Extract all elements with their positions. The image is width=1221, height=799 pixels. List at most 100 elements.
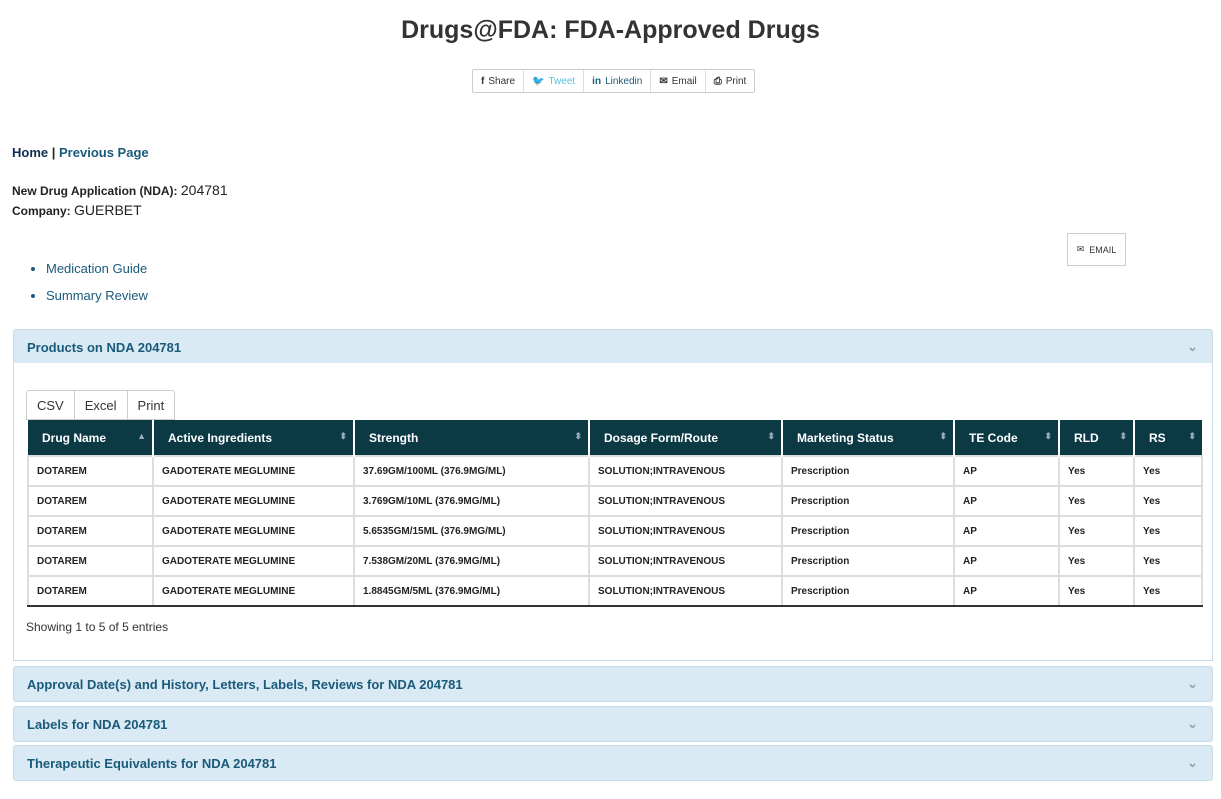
sort-icon: ⬍	[1044, 431, 1052, 441]
table-cell: DOTAREM	[27, 485, 154, 517]
breadcrumb-separator: |	[51, 145, 56, 160]
table-cell: DOTAREM	[27, 455, 154, 487]
chevron-down-icon: ⌄	[1187, 676, 1198, 691]
nda-info: New Drug Application (NDA): 204781	[12, 182, 228, 198]
table-cell: DOTAREM	[27, 575, 154, 607]
column-label: RLD	[1074, 430, 1099, 445]
table-cell: Prescription	[781, 575, 955, 607]
sort-icon: ⬍	[1188, 431, 1196, 441]
column-header[interactable]: Active Ingredients ⬍	[152, 420, 354, 456]
table-cell: 7.538GM/20ML (376.9MG/ML)	[353, 545, 590, 577]
table-cell: Yes	[1058, 575, 1135, 607]
labels-accordion[interactable]: Labels for NDA 204781 ⌄	[13, 706, 1213, 742]
summary-review-link[interactable]: Summary Review	[46, 287, 148, 304]
company-label: Company:	[12, 204, 71, 218]
table-cell: Yes	[1133, 485, 1203, 517]
twitter-icon: 🐦	[532, 75, 545, 87]
email-button-label: EMAIL	[1089, 244, 1117, 255]
table-cell: SOLUTION;INTRAVENOUS	[588, 455, 783, 487]
page-title: Drugs@FDA: FDA-Approved Drugs	[401, 16, 820, 44]
previous-page-link[interactable]: Previous Page	[59, 145, 149, 160]
sort-icon: ⬍	[939, 431, 947, 441]
table-cell: SOLUTION;INTRAVENOUS	[588, 545, 783, 577]
excel-button[interactable]: Excel	[75, 391, 128, 419]
column-header[interactable]: Marketing Status ⬍	[781, 420, 954, 456]
export-buttons: CSV Excel Print	[26, 390, 176, 420]
table-cell: SOLUTION;INTRAVENOUS	[588, 575, 783, 607]
email-button[interactable]: ✉ EMAIL	[1067, 233, 1126, 266]
sort-icon: ⬍	[339, 431, 347, 441]
column-label: Marketing Status	[797, 430, 894, 445]
column-header[interactable]: RS ⬍	[1133, 420, 1202, 456]
share-label: Print	[725, 75, 747, 87]
chevron-down-icon: ⌄	[1187, 339, 1198, 354]
table-cell: GADOTERATE MEGLUMINE	[152, 455, 355, 487]
table-cell: DOTAREM	[27, 545, 154, 577]
therapeutic-equivalents-accordion[interactable]: Therapeutic Equivalents for NDA 204781 ⌄	[13, 745, 1213, 781]
table-row: DOTAREM GADOTERATE MEGLUMINE 1.8845GM/5ML …	[27, 575, 1203, 607]
share-tweet-button[interactable]: 🐦 Tweet	[524, 70, 585, 92]
table-cell: Prescription	[781, 485, 955, 517]
nda-value: 204781	[180, 182, 228, 198]
table-cell: SOLUTION;INTRAVENOUS	[588, 485, 783, 517]
sort-icon: ⬍	[767, 431, 775, 441]
nda-label: New Drug Application (NDA):	[12, 184, 178, 198]
printer-icon: ⎙	[713, 75, 722, 87]
table-cell: Yes	[1058, 515, 1135, 547]
column-label: TE Code	[969, 430, 1018, 445]
column-header[interactable]: Dosage Form/Route ⬍	[588, 420, 782, 456]
column-header[interactable]: Drug Name ▲	[28, 420, 153, 456]
csv-button[interactable]: CSV	[27, 391, 75, 419]
column-label: Active Ingredients	[168, 430, 273, 445]
table-info: Showing 1 to 5 of 5 entries	[26, 620, 169, 634]
chevron-down-icon: ⌄	[1187, 716, 1198, 731]
company-value: GUERBET	[74, 202, 142, 218]
column-label: Drug Name	[42, 430, 107, 445]
table-cell: AP	[953, 545, 1060, 577]
column-header[interactable]: RLD ⬍	[1058, 420, 1134, 456]
document-links: Medication Guide Summary Review	[14, 260, 148, 314]
table-cell: 37.69GM/100ML (376.9MG/ML)	[353, 455, 590, 487]
share-label: Share	[488, 75, 516, 87]
column-label: Dosage Form/Route	[604, 430, 719, 445]
table-cell: GADOTERATE MEGLUMINE	[152, 515, 355, 547]
sort-icon: ⬍	[1119, 431, 1127, 441]
medication-guide-link[interactable]: Medication Guide	[46, 260, 148, 277]
home-link[interactable]: Home	[12, 145, 49, 160]
column-header[interactable]: TE Code ⬍	[953, 420, 1059, 456]
share-linkedin-button[interactable]: in Linkedin	[584, 70, 652, 92]
table-cell: AP	[953, 515, 1060, 547]
table-cell: Yes	[1133, 545, 1203, 577]
share-bar: f Share 🐦 Tweet in Linkedin ✉ Email ⎙ Print	[472, 69, 756, 93]
table-cell: AP	[953, 455, 1060, 487]
products-accordion[interactable]: Products on NDA 204781 ⌄	[13, 329, 1213, 365]
approval-history-accordion[interactable]: Approval Date(s) and History, Letters, L…	[13, 666, 1213, 702]
share-email-button[interactable]: ✉ Email	[651, 70, 706, 92]
chevron-down-icon: ⌄	[1187, 755, 1198, 770]
share-share-button[interactable]: f Share	[473, 70, 525, 92]
breadcrumb: Home | Previous Page	[12, 145, 149, 160]
column-header[interactable]: Strength ⬍	[353, 420, 589, 456]
products-table: Drug Name ▲ Active Ingredients ⬍ Strength ⬍ Do…	[27, 420, 1203, 607]
table-cell: Prescription	[781, 515, 955, 547]
share-label: Tweet	[548, 75, 576, 87]
facebook-icon: f	[481, 75, 485, 87]
column-label: Strength	[369, 430, 419, 445]
table-cell: Yes	[1058, 455, 1135, 487]
table-cell: Yes	[1133, 455, 1203, 487]
envelope-icon: ✉	[1076, 244, 1085, 254]
section-title: Labels for NDA 204781	[27, 716, 168, 732]
table-cell: Yes	[1133, 515, 1203, 547]
linkedin-icon: in	[592, 75, 602, 87]
table-cell: SOLUTION;INTRAVENOUS	[588, 515, 783, 547]
table-cell: GADOTERATE MEGLUMINE	[152, 485, 355, 517]
table-cell: 1.8845GM/5ML (376.9MG/ML)	[353, 575, 590, 607]
table-cell: Prescription	[781, 455, 955, 487]
column-label: RS	[1149, 430, 1166, 445]
print-button[interactable]: Print	[137, 397, 165, 413]
products-title: Products on NDA 204781	[27, 339, 182, 355]
table-cell: GADOTERATE MEGLUMINE	[152, 575, 355, 607]
envelope-icon: ✉	[659, 75, 668, 87]
table-cell: Yes	[1133, 575, 1203, 607]
share-print-button[interactable]: ⎙ Print	[706, 70, 755, 92]
